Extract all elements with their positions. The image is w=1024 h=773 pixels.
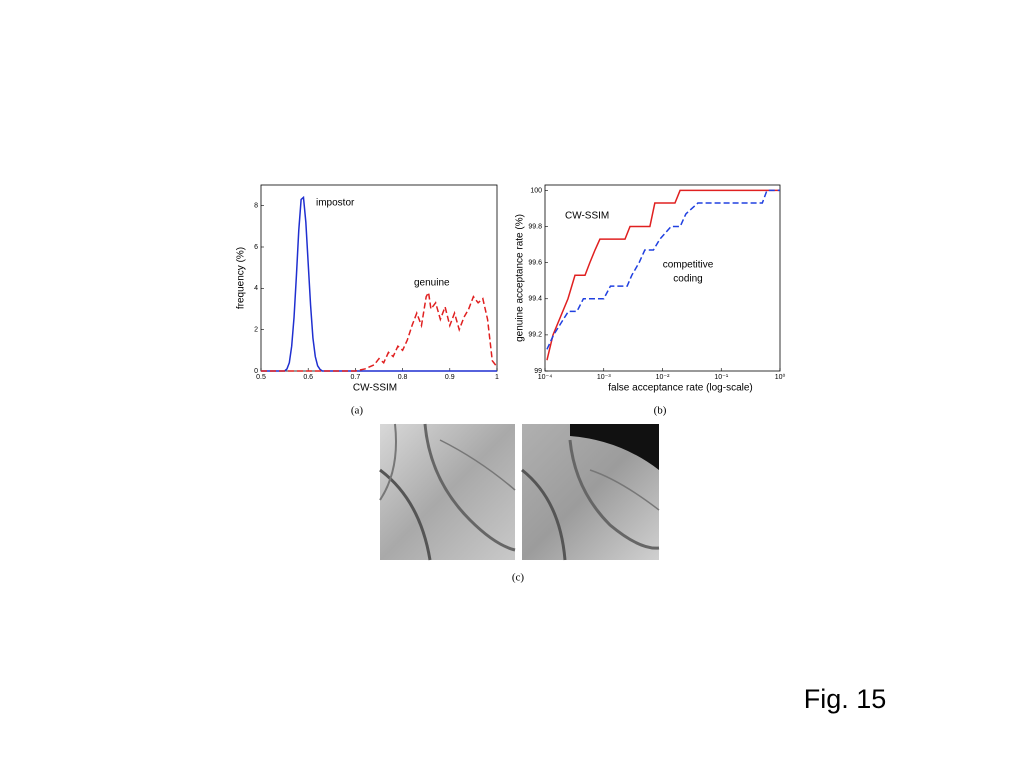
x-tick-label: 0.7 — [351, 374, 361, 381]
annotation: competitive — [663, 260, 714, 271]
x-tick-label: 10⁻² — [656, 374, 670, 381]
series-line — [546, 189, 780, 350]
y-tick-label: 99.6 — [528, 259, 542, 266]
y-axis-label: genuine acceptance rate (%) — [515, 214, 526, 342]
x-axis-label: CW-SSIM — [353, 383, 397, 394]
series-line — [261, 290, 498, 372]
figure-label: Fig. 15 — [804, 684, 887, 714]
x-tick-label: 1 — [495, 374, 499, 381]
y-tick-label: 99 — [534, 368, 542, 375]
x-tick-label: 10⁰ — [775, 373, 786, 381]
y-tick-label: 100 — [530, 187, 542, 194]
caption: (a) — [351, 405, 364, 417]
y-tick-label: 99.2 — [528, 332, 542, 339]
y-tick-label: 6 — [254, 244, 258, 251]
y-tick-label: 4 — [254, 285, 258, 292]
annotation: CW-SSIM — [565, 211, 609, 222]
y-tick-label: 8 — [254, 203, 258, 210]
y-tick-label: 2 — [254, 327, 258, 334]
caption: (b) — [654, 405, 667, 417]
annotation: impostor — [316, 198, 355, 209]
x-tick-label: 0.6 — [303, 374, 313, 381]
x-tick-label: 0.9 — [445, 374, 455, 381]
y-tick-label: 99.4 — [528, 296, 542, 303]
y-axis-label: frequency (%) — [236, 247, 247, 309]
y-tick-label: 99.8 — [528, 223, 542, 230]
palm-image-left — [379, 423, 516, 561]
annotation: genuine — [414, 278, 450, 289]
x-tick-label: 10⁻⁴ — [538, 374, 553, 381]
y-tick-label: 0 — [254, 368, 258, 375]
x-tick-label: 0.5 — [256, 374, 266, 381]
annotation: coding — [673, 274, 702, 285]
caption: (c) — [512, 572, 525, 584]
x-tick-label: 10⁻³ — [597, 374, 611, 381]
series-line — [546, 189, 780, 361]
x-axis-label: false acceptance rate (log-scale) — [608, 383, 753, 394]
series-line — [261, 195, 497, 372]
x-tick-label: 10⁻¹ — [714, 374, 728, 381]
x-tick-label: 0.8 — [398, 374, 408, 381]
palm-image-right — [521, 424, 660, 561]
